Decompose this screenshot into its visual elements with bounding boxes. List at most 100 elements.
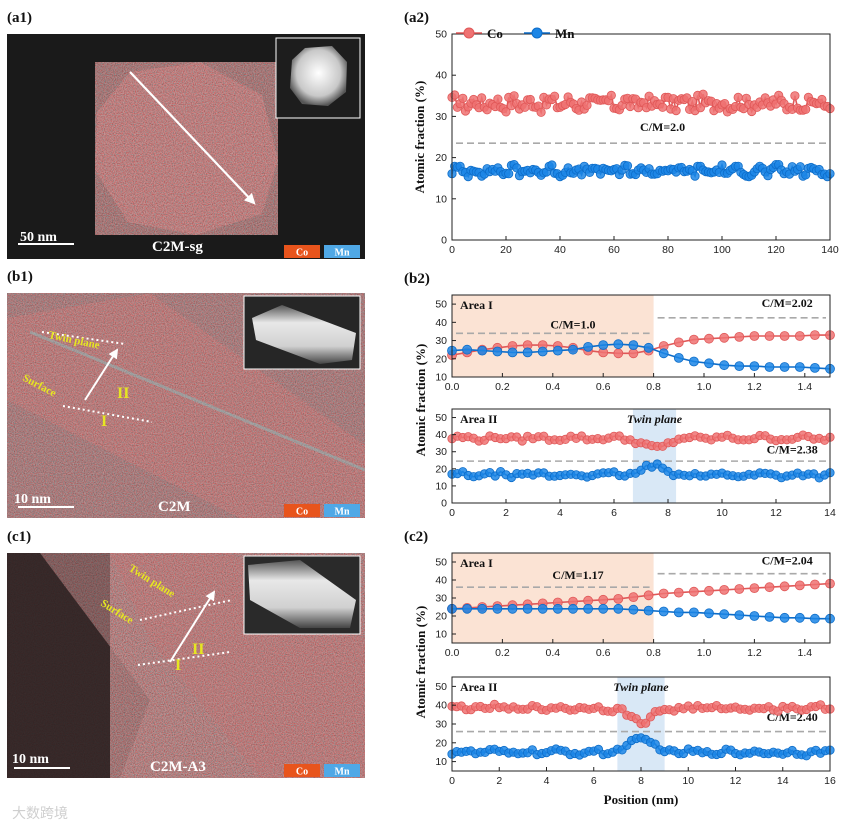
data-point-co (790, 91, 800, 101)
x-tick-label: 0.4 (545, 647, 560, 659)
data-point-co (493, 94, 503, 104)
scale-bar-b1: 10 nm (14, 492, 51, 507)
y-tick-label: 30 (435, 446, 447, 458)
x-tick-label: 1.4 (797, 381, 812, 393)
badge-mn-b1 (324, 504, 360, 517)
x-tick-label: 140 (821, 244, 839, 256)
badge-mn-a1 (324, 245, 360, 258)
y-tick-label: 30 (435, 719, 447, 731)
legend-marker-mn (531, 27, 543, 39)
data-point-mn (810, 362, 820, 373)
badge-co-a1 (284, 245, 320, 258)
ratio-label: C/M=1.0 (550, 317, 595, 331)
twin-plane-label: Twin plane (613, 680, 669, 694)
twin-plane-label: Twin plane (627, 412, 683, 426)
y-axis-title-shared: Atomic fraction (%) (413, 344, 428, 457)
x-tick-label: 16 (824, 775, 836, 787)
data-point-mn (719, 360, 730, 371)
data-point-mn (507, 347, 518, 358)
data-point-mn (537, 346, 548, 357)
region-label: Area II (460, 412, 498, 426)
panel-label-a1: (a1) (7, 10, 32, 26)
data-point-mn (462, 603, 473, 614)
area-shade (452, 295, 654, 377)
y-tick-label: 20 (435, 611, 447, 623)
scale-bar-c1: 10 nm (12, 752, 49, 767)
scale-bar-a1: 50 nm (20, 230, 57, 245)
data-point-mn (598, 603, 609, 614)
y-tick-label: 50 (435, 681, 447, 693)
chart-b2_area1: C/M=1.0 C/M=2.02 10 20 30 40 50 0.0 0.2 0.4 0.6 0.8… (404, 271, 835, 393)
y-axis-title: Atomic fraction (%) (412, 81, 427, 194)
x-tick-label: 0.2 (495, 381, 510, 393)
legend-label-co: Co (487, 26, 503, 41)
y-axis-title-shared: Atomic fraction (%) (413, 606, 428, 719)
x-tick-label: 4 (557, 507, 563, 519)
region-I-c1: I (175, 657, 181, 674)
y-tick-label: 20 (435, 152, 447, 164)
data-point-co (734, 331, 745, 342)
badge-co-text-c1: Co (296, 767, 308, 778)
y-tick-label: 0 (441, 498, 447, 510)
data-point-co (673, 587, 684, 598)
data-point-mn (689, 607, 699, 618)
data-point-mn (507, 603, 518, 614)
data-point-mn (673, 352, 684, 363)
data-point-mn (522, 603, 533, 614)
badge-mn-text-a1: Mn (335, 248, 350, 259)
panel-label-c2_area1: (c2) (404, 529, 428, 545)
data-point-co (549, 91, 560, 101)
data-point-mn (583, 603, 593, 614)
x-tick-label: 12 (770, 507, 782, 519)
data-point-co (643, 590, 654, 601)
eds-map-b1 (7, 293, 365, 518)
data-point-mn (628, 340, 639, 351)
data-point-mn (522, 347, 533, 358)
y-tick-label: 10 (435, 193, 447, 205)
data-point-co (641, 718, 651, 728)
panel-label-c1: (c1) (7, 529, 31, 545)
x-tick-label: 0.0 (445, 647, 460, 659)
chart-c2_area1: C/M=1.17 C/M=2.04 10 20 30 40 50 0.0 0.2 0.4 0.6 0.… (404, 529, 835, 659)
data-point-co (617, 704, 627, 714)
x-tick-label: 0 (449, 507, 455, 519)
data-point-co (613, 348, 624, 359)
data-point-mn (690, 171, 700, 181)
y-tick-label: 40 (435, 70, 447, 82)
x-tick-label: 0.0 (445, 381, 460, 393)
y-tick-label: 40 (435, 317, 447, 329)
ratio-label: C/M=2.0 (640, 120, 685, 134)
ratio-label: C/M=2.04 (762, 554, 813, 568)
y-tick-label: 30 (435, 335, 447, 347)
x-tick-label: 120 (767, 244, 785, 256)
x-tick-label: 8 (665, 507, 671, 519)
x-tick-label: 6 (591, 775, 597, 787)
chart-b2_area2: C/M=2.38 0 10 20 30 40 50 0 2 4 6 8 10 12 14 Area II Twi… (435, 408, 836, 519)
y-tick-label: 10 (435, 480, 447, 492)
data-point-co (719, 332, 730, 343)
x-tick-label: 1.4 (797, 647, 812, 659)
data-point-mn (504, 169, 514, 179)
chart-a2: C/M=2.0 0 10 20 30 40 50 0 20 40 60 80 100 120 140 (a2)… (404, 10, 839, 256)
x-tick-label: 2 (503, 507, 509, 519)
badge-mn-c1 (324, 764, 360, 777)
data-point-mn (794, 612, 805, 623)
data-point-co (719, 585, 730, 595)
x-tick-label: 20 (500, 244, 512, 256)
x-tick-label: 12 (730, 775, 742, 787)
data-point-mn (552, 603, 563, 614)
data-point-mn (749, 361, 760, 372)
y-tick-label: 0 (441, 235, 447, 247)
data-point-mn (795, 162, 805, 172)
region-label: Area I (460, 556, 493, 570)
x-tick-label: 80 (662, 244, 674, 256)
data-point-co (704, 585, 714, 596)
data-point-mn (613, 603, 624, 614)
y-tick-label: 10 (435, 629, 447, 641)
data-point-co (509, 91, 519, 101)
data-point-mn (628, 604, 639, 615)
region-II-b1: II (117, 385, 129, 402)
y-tick-label: 40 (435, 575, 447, 587)
badge-mn-text-c1: Mn (335, 767, 350, 778)
panel-label-a2: (a2) (404, 10, 429, 26)
